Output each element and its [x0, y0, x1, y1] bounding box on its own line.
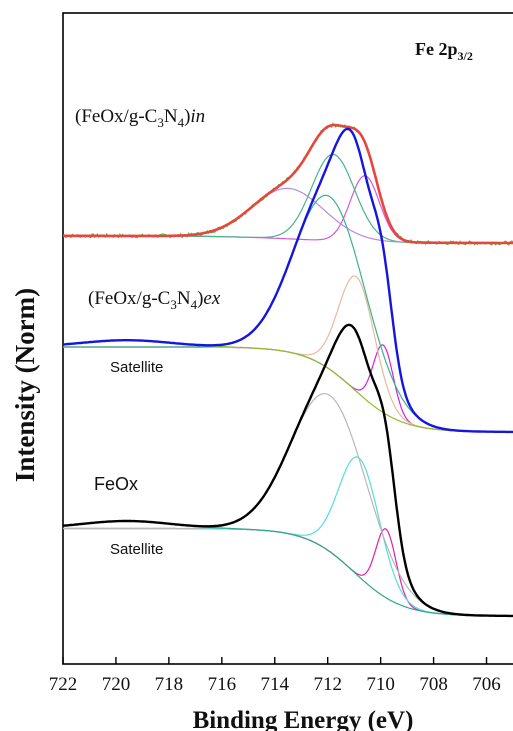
envelope-line [63, 123, 513, 245]
peak-label-main: Fe 2p [415, 39, 458, 59]
plot-frame [62, 12, 513, 665]
envelope-line [62, 127, 513, 434]
series-label-in: (FeOx/g-C3N4)in [75, 106, 205, 130]
fit-component-line [63, 344, 513, 433]
x-axis-title: Binding Energy (eV) [193, 707, 414, 731]
x-tick-label: 708 [419, 674, 448, 695]
x-tick-label: 722 [49, 674, 78, 695]
x-tick-label: 720 [102, 674, 131, 695]
y-axis-title: Intensity (Norm) [10, 288, 40, 482]
envelope-line [62, 323, 513, 618]
raw-data-line [62, 122, 513, 246]
curve-layer [62, 122, 513, 618]
x-tick-label: 716 [208, 674, 237, 695]
series-label-feox: FeOx [94, 474, 138, 494]
peak-label: Fe 2p3/2 [415, 39, 473, 63]
fit-component-line [63, 153, 513, 244]
satellite-label-ex: Satellite [110, 359, 163, 376]
x-axis-ticks: 722 720 718 716 714 712 710 708 706 [49, 657, 501, 695]
satellite-component-line [62, 339, 513, 433]
series-label-ex: (FeOx/g-C3N4)ex [88, 288, 221, 312]
x-tick-label: 712 [313, 674, 342, 695]
satellite-component-line [62, 520, 513, 617]
fit-component-line [63, 392, 513, 617]
fit-component-line [63, 175, 513, 244]
x-tick-label: 718 [155, 674, 184, 695]
x-tick-label: 706 [472, 674, 501, 695]
x-tick-label: 710 [366, 674, 395, 695]
satellite-label-feox: Satellite [110, 541, 163, 558]
peak-label-sub: 3/2 [458, 49, 473, 63]
x-tick-label: 714 [261, 674, 290, 695]
fit-component-line [63, 194, 513, 433]
